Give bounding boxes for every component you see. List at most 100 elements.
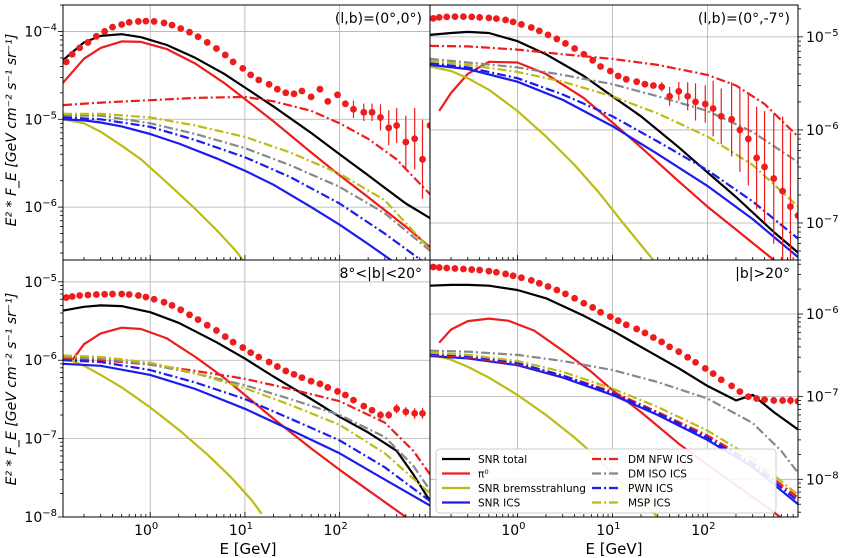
data-point [753,395,761,402]
data-point [324,97,332,105]
grid [430,5,798,260]
data-point [641,329,649,337]
data-point [76,44,84,52]
data-point [553,286,561,294]
data-point [476,266,484,274]
data-point [168,302,176,309]
data-point [92,32,100,40]
data-point [265,80,273,88]
data-point [239,344,247,351]
data-point [728,382,736,390]
data-point [307,93,315,101]
data-point [63,58,70,66]
data-point [614,317,622,325]
data-point [76,292,84,299]
data-point [701,364,709,372]
data-point [92,291,100,298]
grid [63,5,430,260]
data-point [194,316,202,323]
data-point [633,78,641,86]
legend-box [435,448,777,514]
data-point [535,27,543,35]
data-point [509,272,517,280]
data-point [770,175,778,182]
data-point [118,290,126,298]
series-line-snr-bremsstrahlung [430,65,655,260]
data-point [290,370,298,378]
data-point [393,405,401,413]
data-point [360,402,368,410]
data-point [794,212,798,220]
data-point [443,264,451,272]
series-line-pwn-ics [63,359,430,502]
data-point [492,15,500,23]
data-point [794,397,798,405]
x-tick-label: 102 [324,521,348,539]
data-point [580,50,588,58]
data-point [527,276,535,284]
data-point [779,397,787,404]
data-point [134,18,142,25]
data-point [443,13,451,21]
data-point [684,92,692,100]
data-point [273,85,281,93]
y-tick-label: 10−6 [806,121,839,139]
data-point [350,396,357,404]
data-point [589,56,597,64]
legend-label: MSP ICS [628,498,671,510]
data-point [562,290,569,298]
data-point [68,293,76,300]
data-point [63,294,70,301]
data-point [502,16,509,24]
legend-label: π⁰ [478,469,489,481]
series-line-snr-ics [430,63,798,258]
data-point [282,89,290,97]
x-axis-label-left: E [GeV] [219,540,276,558]
plot-area [63,17,430,260]
y-tick-label: 10−6 [806,305,839,323]
data-point [787,203,794,210]
y-tick-label: 10−6 [24,198,57,216]
x-tick-label: 101 [229,521,253,539]
series-line-dm-nfw-ics [63,95,430,196]
x-tick-label: 101 [596,521,620,539]
y-tick-label: 10−4 [24,22,57,40]
data-point [255,353,263,361]
panel-title: (l,b)=(0°,-7°) [698,11,790,27]
y-axis-label-top: E² * F_E [GeV cm⁻² s⁻¹ sr⁻¹] [4,34,20,227]
data-point [666,92,673,100]
data-point [213,45,220,52]
legend-label: SNR bremsstrahlung [478,483,586,495]
data-point [142,17,150,25]
data-point [753,154,761,162]
data-point [229,338,237,346]
data-point [633,325,641,333]
data-point [247,71,255,79]
data-point [186,311,193,319]
data-point [316,85,324,93]
data-point [177,306,185,314]
data-point [84,291,92,299]
series-line-msp-ics [63,112,430,251]
data-point [307,377,315,385]
data-point [451,265,459,272]
data-point [402,408,410,416]
data-point [779,187,787,195]
legend-label: SNR ICS [478,498,521,510]
x-tick-label: 100 [501,521,525,539]
data-point [290,90,298,98]
data-point [658,338,666,346]
data-point [168,21,176,29]
x-axis-label-right: E [GeV] [585,540,642,558]
data-point [658,83,666,91]
data-point [221,333,229,341]
panel-frame [429,4,799,261]
series-line-dm-nfw-ics [430,44,798,138]
data-point [517,274,525,282]
data-point [717,112,725,120]
data-point [160,298,168,306]
y-tick-label: 10−7 [24,430,57,448]
data-point [101,28,109,35]
data-point [770,397,778,404]
series-line-snr-total [63,33,430,220]
